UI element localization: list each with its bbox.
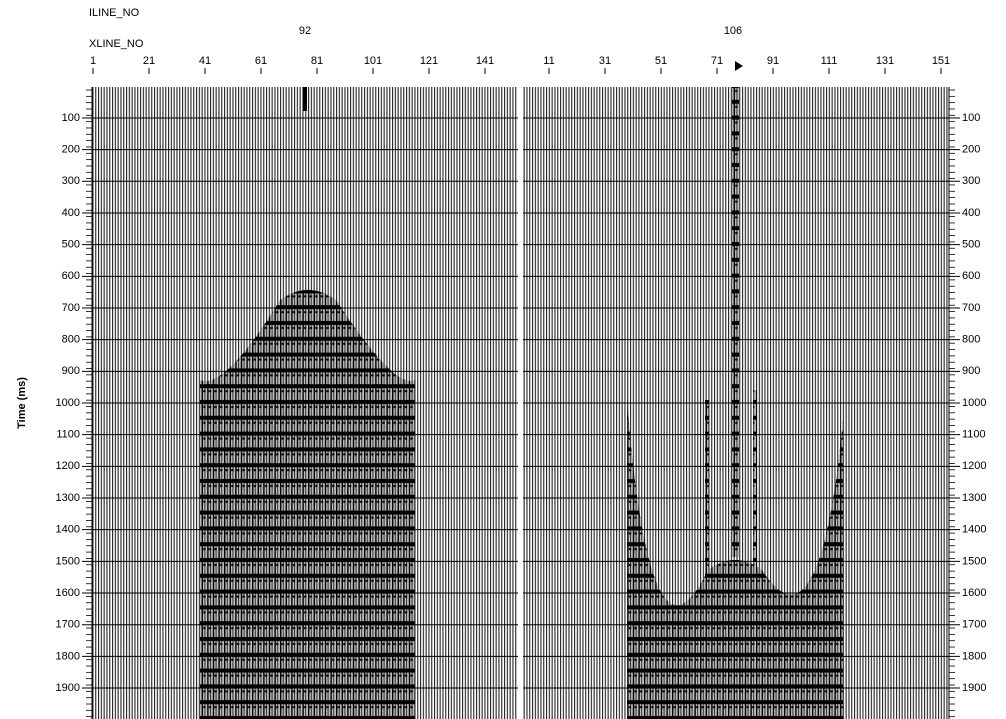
x-tick-label: 151 [932,55,950,67]
y-tick-label-right: 400 [962,207,980,219]
y-tick-label-right: 200 [962,144,980,156]
x-tick-label: 61 [255,55,267,67]
y-tick-label-right: 1400 [962,524,986,536]
y-tick-label: 1800 [56,650,80,662]
iline-value: 106 [724,25,742,37]
x-tick-label: 31 [599,55,611,67]
y-tick-label: 1400 [56,524,80,536]
y-tick-label: 1000 [56,397,80,409]
y-tick-label: 1700 [56,619,80,631]
y-tick-label-right: 1500 [962,555,986,567]
x-tick-label: 91 [767,55,779,67]
y-tick-label: 1100 [56,429,80,441]
position-marker [735,61,743,71]
spike-right-b [705,400,709,580]
spike-left [303,87,307,111]
y-tick-label: 800 [62,334,80,346]
x-tick-label: 21 [143,55,155,67]
x-tick-label: 71 [711,55,723,67]
y-tick-label: 200 [62,144,80,156]
spike-right [732,87,739,557]
y-tick-label-right: 1700 [962,619,986,631]
x-tick-label: 141 [476,55,494,67]
xline-label: XLINE_NO [89,38,144,50]
y-tick-label: 500 [62,239,80,251]
x-tick-label: 111 [821,55,838,67]
y-tick-label-right: 1200 [962,460,986,472]
y-tick-label: 900 [62,365,80,377]
iline-label: ILINE_NO [89,7,140,19]
y-tick-label-right: 500 [962,239,980,251]
y-tick-label-right: 1100 [962,429,986,441]
y-tick-label-right: 1900 [962,682,986,694]
y-tick-label: 1300 [56,492,80,504]
y-tick-label-right: 300 [962,175,980,187]
y-tick-label-right: 700 [962,302,980,314]
time-axis-title: Time (ms) [16,377,28,429]
x-tick-label: 101 [364,55,382,67]
seismic-display: ILINE_NO XLINE_NO Time (ms) 100 100 200 200… [0,0,1006,719]
y-tick-label: 100 [62,112,80,124]
iline-value: 92 [299,25,311,37]
y-tick-label-right: 600 [962,270,980,282]
y-tick-label-right: 1000 [962,397,986,409]
page: {"header": {"iline_label": "ILINE_NO", "… [0,0,1006,719]
x-tick-label: 81 [311,55,323,67]
y-tick-label-right: 1300 [962,492,986,504]
y-tick-label-right: 100 [962,112,980,124]
x-tick-label: 121 [420,55,438,67]
y-tick-label: 400 [62,207,80,219]
spike-right-c [753,390,757,580]
x-tick-label: 1 [90,55,96,67]
y-tick-label: 300 [62,175,80,187]
y-tick-label: 700 [62,302,80,314]
y-tick-label: 1200 [56,460,80,472]
x-tick-label: 11 [543,55,554,67]
y-tick-label-right: 1800 [962,650,986,662]
y-tick-label: 1500 [56,555,80,567]
x-tick-label: 41 [199,55,211,67]
x-tick-label: 51 [655,55,667,67]
y-tick-label: 600 [62,270,80,282]
y-tick-label-right: 900 [962,365,980,377]
y-tick-label: 1600 [56,587,80,599]
x-tick-label: 131 [876,55,894,67]
y-tick-label-right: 1600 [962,587,986,599]
y-tick-label: 1900 [56,682,80,694]
y-tick-label-right: 800 [962,334,980,346]
